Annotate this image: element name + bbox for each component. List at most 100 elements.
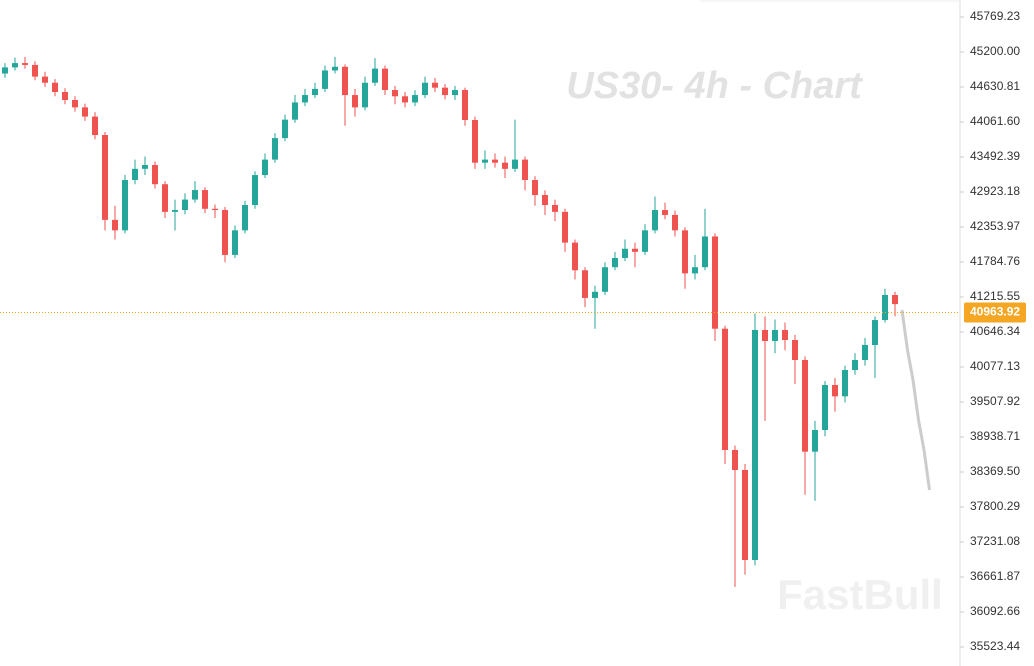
candle-body (542, 195, 548, 205)
candle-body (482, 159, 488, 163)
candle-body (332, 66, 338, 71)
candle-body (402, 96, 408, 103)
candle-body (472, 120, 478, 163)
candle-body (12, 63, 18, 68)
candle-body (162, 184, 168, 212)
last-price-tag (964, 302, 1026, 323)
candle-body (892, 295, 898, 305)
candle-body (812, 430, 818, 452)
candle-body (632, 248, 638, 252)
candle-body (252, 175, 258, 205)
candle-body (322, 70, 328, 89)
candle-body (622, 248, 628, 258)
candle-body (872, 320, 878, 345)
candle-body (662, 210, 668, 215)
candle-body (852, 359, 858, 371)
candle-body (822, 385, 828, 431)
y-tick-label: 36661.87 (970, 569, 1020, 583)
candle-body (882, 295, 888, 321)
candle-body (712, 236, 718, 329)
candle-body (602, 267, 608, 292)
candle-body (782, 329, 788, 341)
candle-body (62, 91, 68, 100)
y-tick-label: 38369.50 (970, 464, 1020, 478)
candle-body (282, 119, 288, 139)
candle-body (802, 359, 808, 452)
y-tick-label: 36092.66 (970, 604, 1020, 618)
candle-body (192, 190, 198, 200)
candle-body (842, 370, 848, 397)
candle-body (422, 82, 428, 96)
candle-body (132, 168, 138, 181)
candle-body (652, 210, 658, 231)
candle-body (502, 162, 508, 169)
candle-body (702, 236, 708, 268)
candle-body (762, 329, 768, 341)
candle-body (862, 344, 868, 360)
y-tick-label: 40077.13 (970, 359, 1020, 373)
candle-body (582, 270, 588, 298)
candle-body (442, 87, 448, 96)
candle-body (232, 230, 238, 255)
candle-body (382, 68, 388, 91)
candle-body (22, 63, 28, 65)
candle-body (552, 204, 558, 212)
candle-body (612, 257, 618, 268)
y-tick-label: 43492.39 (970, 149, 1020, 163)
candle-body (342, 66, 348, 96)
candle-body (82, 107, 88, 117)
candle-body (642, 230, 648, 252)
candle-body (362, 82, 368, 108)
candle-body (412, 95, 418, 103)
candle-body (242, 204, 248, 231)
candle-body (2, 67, 8, 74)
candle-body (572, 242, 578, 271)
candle-body (732, 450, 738, 470)
y-tick-label: 41215.55 (970, 289, 1020, 303)
candle-body (292, 102, 298, 120)
candle-body (102, 135, 108, 220)
candle-body (592, 291, 598, 298)
candle-body (302, 95, 308, 103)
candle-body (832, 385, 838, 397)
candle-body (202, 190, 208, 209)
chart-title: US30- 4h - Chart (566, 65, 863, 107)
candle-body (672, 214, 678, 231)
candle-body (492, 159, 498, 163)
candle-body (772, 329, 778, 341)
y-tick-label: 37800.29 (970, 499, 1020, 513)
candle-body (792, 340, 798, 360)
candle-body (692, 267, 698, 274)
candle-body (172, 210, 178, 212)
candle-body (222, 210, 228, 255)
candle-body (432, 82, 438, 88)
candle-body (752, 329, 758, 561)
y-tick-label: 40646.34 (970, 324, 1020, 338)
candle-body (42, 76, 48, 83)
y-tick-label: 42353.97 (970, 219, 1020, 233)
candle-body (462, 90, 468, 121)
y-tick-label: 41784.76 (970, 254, 1020, 268)
candle-body (212, 208, 218, 211)
candle-body (272, 138, 278, 160)
y-tick-label: 39507.92 (970, 394, 1020, 408)
candle-body (452, 90, 458, 96)
y-tick-label: 42923.18 (970, 184, 1020, 198)
candle-body (532, 180, 538, 196)
candle-body (72, 99, 78, 108)
y-tick-label: 45769.23 (970, 9, 1020, 23)
y-tick-label: 44061.60 (970, 114, 1020, 128)
candle-body (122, 180, 128, 231)
y-tick-label: 38938.71 (970, 429, 1020, 443)
last-price-label: 40963.92 (970, 305, 1020, 319)
candle-body (142, 165, 148, 169)
y-tick-label: 45200.00 (970, 44, 1020, 58)
candle-body (312, 88, 318, 96)
candle-body (562, 211, 568, 243)
y-tick-label: 35523.44 (970, 639, 1020, 653)
candle-body (92, 116, 98, 136)
candle-body (32, 64, 38, 77)
candle-body (372, 68, 378, 83)
